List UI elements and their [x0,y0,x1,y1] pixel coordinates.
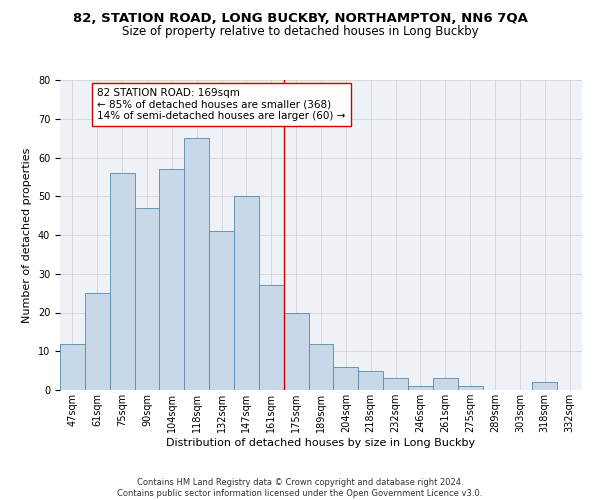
Bar [532,382,557,390]
Bar [60,344,85,390]
Bar [408,386,433,390]
Bar [110,173,134,390]
Y-axis label: Number of detached properties: Number of detached properties [22,148,32,322]
Bar [259,286,284,390]
Bar [85,293,110,390]
Bar [284,312,308,390]
Bar [184,138,209,390]
Text: Size of property relative to detached houses in Long Buckby: Size of property relative to detached ho… [122,25,478,38]
Bar [160,169,184,390]
Bar [458,386,482,390]
Text: Contains HM Land Registry data © Crown copyright and database right 2024.
Contai: Contains HM Land Registry data © Crown c… [118,478,482,498]
Text: 82 STATION ROAD: 169sqm
← 85% of detached houses are smaller (368)
14% of semi-d: 82 STATION ROAD: 169sqm ← 85% of detache… [97,88,346,121]
Bar [209,231,234,390]
Bar [234,196,259,390]
Bar [433,378,458,390]
Bar [308,344,334,390]
Bar [134,208,160,390]
X-axis label: Distribution of detached houses by size in Long Buckby: Distribution of detached houses by size … [166,438,476,448]
Bar [383,378,408,390]
Text: 82, STATION ROAD, LONG BUCKBY, NORTHAMPTON, NN6 7QA: 82, STATION ROAD, LONG BUCKBY, NORTHAMPT… [73,12,527,26]
Bar [334,367,358,390]
Bar [358,370,383,390]
